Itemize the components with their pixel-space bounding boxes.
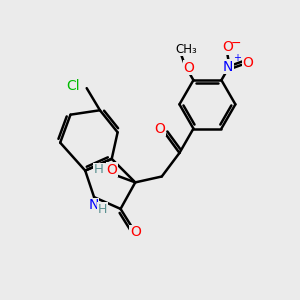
- Text: O: O: [130, 225, 141, 239]
- Text: O: O: [154, 122, 165, 136]
- Text: O: O: [242, 56, 253, 70]
- Text: −: −: [231, 37, 242, 50]
- Text: Cl: Cl: [67, 79, 80, 93]
- Text: +: +: [233, 53, 241, 63]
- Text: O: O: [222, 40, 233, 54]
- Text: N: N: [88, 198, 99, 212]
- Text: O: O: [106, 163, 117, 177]
- Text: N: N: [223, 60, 233, 74]
- Text: O: O: [183, 61, 194, 75]
- Text: CH₃: CH₃: [175, 43, 197, 56]
- Text: H: H: [94, 163, 104, 176]
- Text: H: H: [98, 203, 107, 216]
